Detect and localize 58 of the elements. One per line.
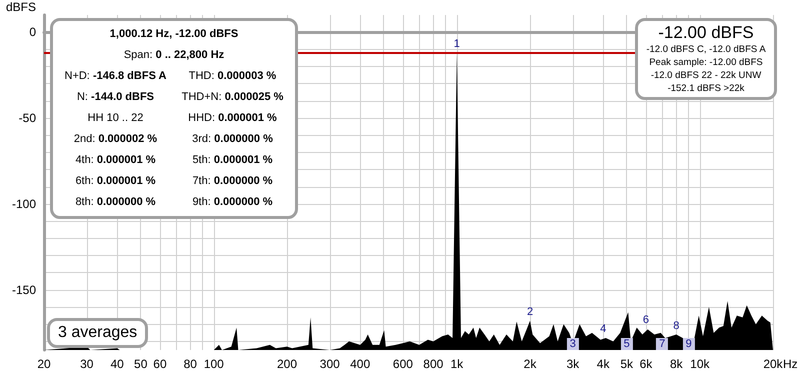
x-tick-label: 20k <box>763 357 784 371</box>
x-tick-label: 400 <box>350 357 370 371</box>
annotation: -12.00 dBFS <box>657 23 755 43</box>
annotation: 6 <box>642 314 650 326</box>
x-tick-label: 5k <box>620 357 634 371</box>
y-axis-title: dBFS <box>6 0 36 14</box>
annotation: N: -144.0 dBFS <box>76 91 154 103</box>
annotation: -152.1 dBFS >22k <box>666 82 746 95</box>
annotation: 2 <box>526 306 534 318</box>
annotation: 5th: 0.000001 % <box>192 154 273 166</box>
annotation: Span: 0 .. 22,800 Hz <box>124 49 224 61</box>
x-tick-label: 4k <box>596 357 610 371</box>
x-tick-label: 50 <box>134 357 148 371</box>
x-tick-label: 300 <box>320 357 340 371</box>
x-tick-label: 600 <box>392 357 414 371</box>
annotation: 7 <box>656 338 668 350</box>
x-tick-label: 8k <box>670 357 684 371</box>
x-tick-label: 60 <box>153 357 167 371</box>
annotation: 9th: 0.000000 % <box>192 196 273 208</box>
x-tick-label: 80 <box>184 357 198 371</box>
annotation: 1,000.12 Hz, -12.00 dBFS <box>110 28 238 40</box>
x-axis-title: Hz <box>783 357 798 371</box>
annotation: 5 <box>620 338 633 350</box>
annotation: THD: 0.000003 % <box>188 70 276 82</box>
annotation: -12.0 dBFS 22 - 22k UNW <box>650 69 762 82</box>
annotation: N+D: -146.8 dBFS A <box>64 70 166 82</box>
annotation: 3 <box>566 338 579 350</box>
annotation: 4th: 0.000001 % <box>75 154 156 166</box>
annotation: 2nd: 0.000002 % <box>74 133 158 145</box>
annotation: HHD: 0.000001 % <box>188 112 277 124</box>
annotation: 6th: 0.000001 % <box>75 175 156 187</box>
annotation: 9 <box>682 338 695 350</box>
x-tick-label: 20 <box>37 357 51 371</box>
x-tick-label: 1k <box>450 357 464 371</box>
y-tick-label: -50 <box>18 111 36 126</box>
y-tick-label: -100 <box>12 196 36 211</box>
x-tick-label: 3k <box>566 357 580 371</box>
annotation: HH 10 .. 22 <box>88 112 144 124</box>
annotation: 3rd: 0.000000 % <box>192 133 273 145</box>
annotation: 8 <box>672 320 680 332</box>
annotation: 8th: 0.000000 % <box>75 196 156 208</box>
x-tick-label: 200 <box>276 357 298 371</box>
annotation: 7th: 0.000000 % <box>192 175 273 187</box>
annotation: THD+N: 0.000025 % <box>182 91 284 103</box>
x-tick-label: 100 <box>204 357 224 371</box>
x-tick-label: 10k <box>690 357 711 371</box>
x-tick-label: 800 <box>423 357 444 371</box>
annotation: -12.0 dBFS C, -12.0 dBFS A <box>645 43 767 56</box>
annotation: 4 <box>599 322 608 335</box>
y-tick-label: -150 <box>12 282 36 297</box>
annotation: Peak sample: -12.00 dBFS <box>648 56 764 69</box>
x-tick-label: 6k <box>640 357 654 371</box>
averages-panel: 3 averages <box>47 318 148 348</box>
x-tick-label: 2k <box>524 357 538 371</box>
x-tick-label: 40 <box>110 357 124 371</box>
annotation: 1 <box>452 38 461 50</box>
x-tick-label: 30 <box>80 357 94 371</box>
y-tick-label: 0 <box>29 25 36 40</box>
